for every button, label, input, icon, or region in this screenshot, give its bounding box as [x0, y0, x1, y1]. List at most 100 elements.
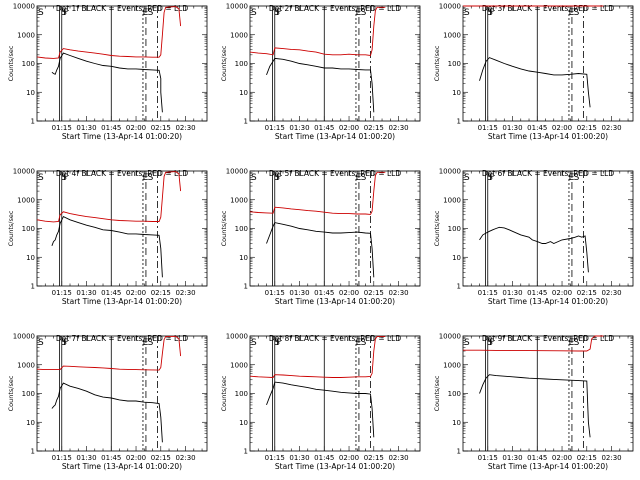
- y-tick-label: 10000: [439, 168, 461, 176]
- x-axis-label: Start Time (13-Apr-14 01:00:20): [488, 132, 608, 141]
- y-tick-label: 10: [452, 419, 461, 427]
- y-tick-label: 10: [452, 89, 461, 97]
- y-axis-label: Counts/sec: [220, 45, 228, 81]
- x-tick-label: 02:15: [151, 454, 171, 462]
- y-tick-label: 1000: [443, 196, 461, 204]
- x-tick-label: 01:30: [289, 454, 309, 462]
- lld-series-line: [36, 6, 182, 59]
- x-tick-label: 02:15: [364, 289, 384, 297]
- event-marker: S: [487, 8, 493, 18]
- y-tick-label: 1000: [17, 196, 35, 204]
- lld-series-line: [249, 6, 386, 57]
- panel-title: Det 6f BLACK = Events, RED = LLD: [482, 169, 615, 178]
- plot-frame: [36, 5, 208, 122]
- y-tick-label: 100: [22, 60, 35, 68]
- events-series-line: [479, 57, 591, 108]
- x-tick-label: 01:15: [478, 124, 498, 132]
- event-marker: E: [569, 173, 575, 183]
- event-marker: S: [38, 338, 44, 348]
- event-marker: S: [274, 173, 280, 183]
- y-tick-label: 100: [235, 390, 248, 398]
- event-marker: E: [143, 338, 149, 348]
- event-marker: F: [276, 173, 281, 183]
- x-tick-label: 02:30: [388, 289, 408, 297]
- detector-panel: Det 9f BLACK = Events, RED = LLD 1 10 100 10…: [433, 333, 634, 471]
- plot-frame: [36, 335, 208, 452]
- event-marker: F: [489, 338, 494, 348]
- y-tick-label: 1000: [443, 361, 461, 369]
- y-tick-label: 1: [31, 283, 35, 291]
- plot-frame: [36, 170, 208, 287]
- events-series-line: [266, 222, 375, 278]
- panel-title: Det 1f BLACK = Events, RED = LLD: [56, 4, 189, 13]
- y-tick-label: 100: [22, 390, 35, 398]
- event-marker: F: [276, 338, 281, 348]
- panel-title: Det 7f BLACK = Events, RED = LLD: [56, 334, 189, 343]
- y-tick-label: 1: [457, 448, 461, 456]
- plot-frame: [462, 5, 634, 122]
- y-axis-label: Counts/sec: [7, 375, 15, 411]
- event-marker: S: [464, 173, 470, 183]
- events-series-line: [479, 226, 589, 273]
- event-marker: E: [569, 338, 575, 348]
- y-tick-label: 10000: [226, 333, 248, 341]
- x-tick-label: 01:15: [52, 289, 72, 297]
- detector-panel: Det 7f BLACK = Events, RED = LLD 1 10 100 10…: [7, 333, 208, 471]
- y-tick-label: 10: [239, 89, 248, 97]
- event-marker: S: [361, 8, 367, 18]
- events-series-line: [266, 57, 375, 113]
- x-tick-label: 01:15: [265, 289, 285, 297]
- x-tick-label: 01:45: [527, 289, 547, 297]
- event-marker: E: [143, 173, 149, 183]
- x-axis-label: Start Time (13-Apr-14 01:00:20): [62, 297, 182, 306]
- plot-frame: [249, 335, 421, 452]
- event-marker: S: [148, 173, 154, 183]
- y-tick-label: 1000: [230, 31, 248, 39]
- x-tick-label: 02:30: [388, 124, 408, 132]
- events-series-line: [51, 52, 163, 113]
- x-tick-label: 01:45: [101, 454, 121, 462]
- y-tick-label: 100: [448, 225, 461, 233]
- x-axis-label: Start Time (13-Apr-14 01:00:20): [62, 462, 182, 471]
- panel-title: Det 3f BLACK = Events, RED = LLD: [482, 4, 615, 13]
- panel-title: Det 8f BLACK = Events, RED = LLD: [269, 334, 402, 343]
- panel-title: Det 9f BLACK = Events, RED = LLD: [482, 334, 615, 343]
- x-tick-label: 01:15: [52, 124, 72, 132]
- x-tick-label: 01:45: [314, 124, 334, 132]
- y-tick-label: 100: [448, 60, 461, 68]
- y-axis-label: Counts/sec: [7, 45, 15, 81]
- x-tick-label: 01:15: [52, 454, 72, 462]
- y-tick-label: 1000: [230, 361, 248, 369]
- x-tick-label: 01:45: [527, 124, 547, 132]
- events-series-line: [51, 215, 163, 278]
- x-tick-label: 02:30: [388, 454, 408, 462]
- event-marker: S: [574, 8, 580, 18]
- x-tick-label: 02:00: [339, 454, 359, 462]
- x-tick-label: 02:15: [364, 124, 384, 132]
- y-tick-label: 10000: [226, 168, 248, 176]
- y-tick-label: 10: [26, 89, 35, 97]
- x-tick-label: 02:15: [577, 124, 597, 132]
- event-marker: S: [61, 338, 67, 348]
- detector-panel: Det 6f BLACK = Events, RED = LLD 1 10 100 10…: [433, 168, 634, 306]
- y-axis-label: Counts/sec: [220, 210, 228, 246]
- x-tick-label: 02:15: [151, 289, 171, 297]
- x-axis-label: Start Time (13-Apr-14 01:00:20): [62, 132, 182, 141]
- plot-frame: [249, 5, 421, 122]
- y-tick-label: 1: [457, 283, 461, 291]
- x-tick-label: 02:00: [552, 124, 572, 132]
- event-marker: F: [489, 8, 494, 18]
- x-tick-label: 01:30: [289, 289, 309, 297]
- y-tick-label: 10000: [13, 168, 35, 176]
- y-tick-label: 1000: [17, 361, 35, 369]
- x-tick-label: 02:30: [601, 454, 621, 462]
- x-tick-label: 02:30: [175, 289, 195, 297]
- event-marker: S: [251, 338, 257, 348]
- event-marker: S: [148, 8, 154, 18]
- x-tick-label: 02:15: [577, 289, 597, 297]
- y-axis-label: Counts/sec: [433, 375, 441, 411]
- y-tick-label: 10: [239, 254, 248, 262]
- detector-panel: Det 8f BLACK = Events, RED = LLD 1 10 100 10…: [220, 333, 421, 471]
- y-tick-label: 1: [457, 118, 461, 126]
